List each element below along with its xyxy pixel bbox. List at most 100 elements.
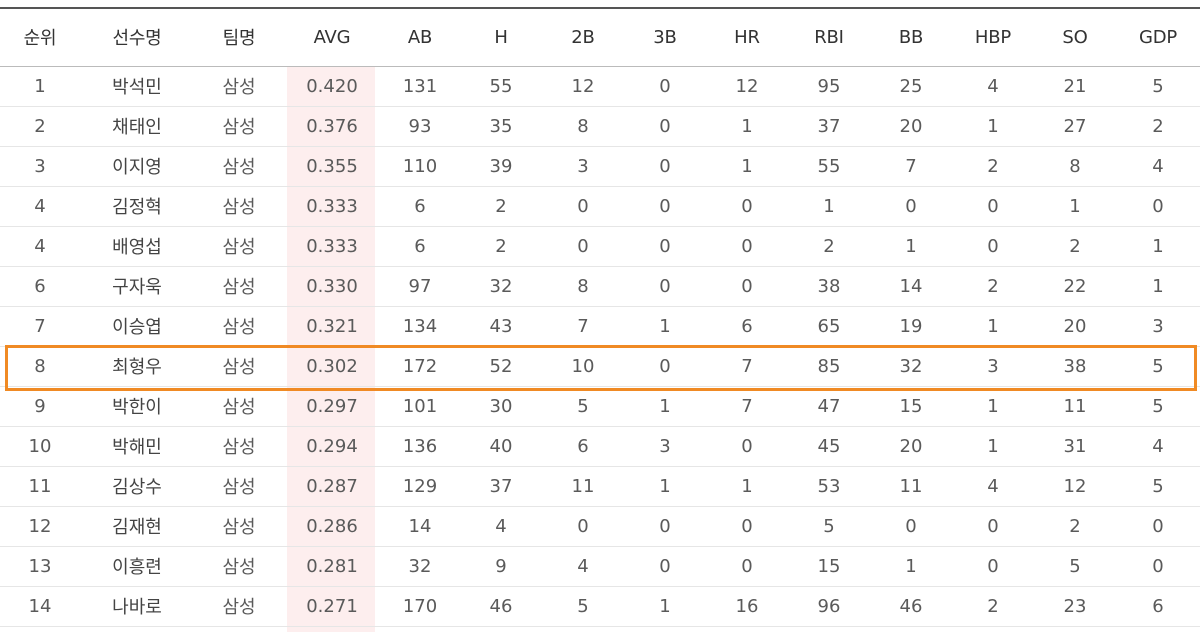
- cell-ab: 136: [380, 426, 460, 467]
- cell-player-name[interactable]: 이승엽: [80, 306, 194, 347]
- cell-h: 40: [460, 426, 542, 467]
- header-h[interactable]: H: [460, 7, 542, 67]
- header-player-name[interactable]: 선수명: [80, 7, 194, 67]
- header-gdp[interactable]: GDP: [1116, 7, 1200, 67]
- cell-player-name[interactable]: 김상수: [80, 466, 194, 507]
- cell-player-name[interactable]: 채태인: [80, 106, 194, 147]
- cell-2b: 0: [542, 226, 624, 267]
- cell-rbi: 55: [788, 146, 870, 187]
- cell-hbp: 1: [952, 426, 1034, 467]
- cell-ab: 32: [380, 546, 460, 587]
- header-so[interactable]: SO: [1034, 7, 1116, 67]
- cell-hr: 0: [706, 546, 788, 587]
- cell-hr: 0: [706, 186, 788, 227]
- table-row[interactable]: 4 김정혁 삼성 0.333 6 2 0 0 0 1 0 0 1 0: [0, 186, 1200, 227]
- cell-player-name[interactable]: 박해민: [80, 426, 194, 467]
- cell-player-name[interactable]: 김정혁: [80, 186, 194, 227]
- cell-team-name: 삼성: [194, 66, 284, 107]
- cell-rbi: 65: [788, 306, 870, 347]
- cell-so: 31: [1034, 426, 1116, 467]
- table-row[interactable]: 12 김재현 삼성 0.286 14 4 0 0 0 5 0 0 2 0: [0, 506, 1200, 547]
- cell-gdp: 6: [1116, 586, 1200, 627]
- cell-h: 2: [460, 226, 542, 267]
- cell-avg: 0.281: [284, 546, 380, 587]
- table-header: 순위 선수명 팀명 AVG AB H 2B 3B HR RBI BB HBP S…: [0, 7, 1200, 67]
- cell-hbp: 0: [952, 546, 1034, 587]
- cell-player-name[interactable]: 나바로: [80, 586, 194, 627]
- table-row[interactable]: 1 박석민 삼성 0.420 131 55 12 0 12 95 25 4 21 5: [0, 66, 1200, 107]
- cell-player-name[interactable]: 김재현: [80, 506, 194, 547]
- cell-hr: 1: [706, 106, 788, 147]
- cell-avg: 0.297: [284, 386, 380, 427]
- cell-player-name[interactable]: 구자욱: [80, 266, 194, 307]
- header-ab[interactable]: AB: [380, 7, 460, 67]
- table-row[interactable]: 14 나바로 삼성 0.271 170 46 5 1 16 96 46 2 23 6: [0, 586, 1200, 627]
- header-rbi[interactable]: RBI: [788, 7, 870, 67]
- cell-2b: 6: [542, 426, 624, 467]
- cell-bb: 0: [870, 506, 952, 547]
- cell-gdp: 5: [1116, 346, 1200, 387]
- cell-gdp: 0: [1116, 186, 1200, 227]
- header-3b[interactable]: 3B: [624, 7, 706, 67]
- cell-player-name[interactable]: 최형우: [80, 346, 194, 387]
- cell-gdp: 0: [1116, 546, 1200, 587]
- cell-2b: 7: [542, 306, 624, 347]
- cell-h: 52: [460, 346, 542, 387]
- header-avg[interactable]: AVG: [284, 7, 380, 67]
- cell-2b: 0: [542, 186, 624, 227]
- table-row-highlighted[interactable]: 8 최형우 삼성 0.302 172 52 10 0 7 85 32 3 38 5: [0, 346, 1200, 387]
- cell-player-name[interactable]: 박한이: [80, 386, 194, 427]
- cell-rank: 8: [0, 346, 80, 387]
- header-hbp[interactable]: HBP: [952, 7, 1034, 67]
- cell-3b: 0: [624, 186, 706, 227]
- cell-rank: 1: [0, 66, 80, 107]
- table-row[interactable]: 13 이흥련 삼성 0.281 32 9 4 0 0 15 1 0 5 0: [0, 546, 1200, 587]
- table-row[interactable]: 3 이지영 삼성 0.355 110 39 3 0 1 55 7 2 8 4: [0, 146, 1200, 187]
- cell-rank: 2: [0, 106, 80, 147]
- cell-hbp: 0: [952, 226, 1034, 267]
- cell-so: 2: [1034, 226, 1116, 267]
- header-rank[interactable]: 순위: [0, 7, 80, 67]
- cell-hr: 0: [706, 506, 788, 547]
- cell-hbp: 0: [952, 506, 1034, 547]
- cell-2b: 0: [542, 506, 624, 547]
- cell-so: 2: [1034, 506, 1116, 547]
- cell-avg: 0.355: [284, 146, 380, 187]
- cell-ab: 93: [380, 106, 460, 147]
- cell-rbi: 1: [788, 186, 870, 227]
- cell-h: 9: [460, 546, 542, 587]
- table-row[interactable]: 10 박해민 삼성 0.294 136 40 6 3 0 45 20 1 31 4: [0, 426, 1200, 467]
- cell-rbi: 38: [788, 266, 870, 307]
- cell-2b: 11: [542, 466, 624, 507]
- table-row[interactable]: 6 구자욱 삼성 0.330 97 32 8 0 0 38 14 2 22 1: [0, 266, 1200, 307]
- header-hr[interactable]: HR: [706, 7, 788, 67]
- cell-gdp: 2: [1116, 106, 1200, 147]
- cell-player-name[interactable]: 박석민: [80, 66, 194, 107]
- table-row[interactable]: 11 김상수 삼성 0.287 129 37 11 1 1 53 11 4 12 5: [0, 466, 1200, 507]
- cell-3b: 0: [624, 106, 706, 147]
- cell-rank: 9: [0, 386, 80, 427]
- cell-team-name: 삼성: [194, 426, 284, 467]
- cell-hbp: 2: [952, 266, 1034, 307]
- table-row[interactable]: 2 채태인 삼성 0.376 93 35 8 0 1 37 20 1 27 2: [0, 106, 1200, 147]
- cell-h: 37: [460, 466, 542, 507]
- cell-so: 22: [1034, 266, 1116, 307]
- cell-h: 39: [460, 146, 542, 187]
- cell-player-name[interactable]: 이흥련: [80, 546, 194, 587]
- table-row[interactable]: 4 배영섭 삼성 0.333 6 2 0 0 0 2 1 0 2 1: [0, 226, 1200, 267]
- cell-team-name: 삼성: [194, 106, 284, 147]
- cell-rbi: 85: [788, 346, 870, 387]
- header-2b[interactable]: 2B: [542, 7, 624, 67]
- header-team-name[interactable]: 팀명: [194, 7, 284, 67]
- cell-hbp: 1: [952, 106, 1034, 147]
- cell-player-name[interactable]: 배영섭: [80, 226, 194, 267]
- cell-player-name[interactable]: 이지영: [80, 146, 194, 187]
- cell-ab: 170: [380, 586, 460, 627]
- cell-3b: 0: [624, 346, 706, 387]
- table-row[interactable]: 9 박한이 삼성 0.297 101 30 5 1 7 47 15 1 11 5: [0, 386, 1200, 427]
- cell-so: 1: [1034, 186, 1116, 227]
- table-row[interactable]: 7 이승엽 삼성 0.321 134 43 7 1 6 65 19 1 20 3: [0, 306, 1200, 347]
- header-bb[interactable]: BB: [870, 7, 952, 67]
- cell-bb: 11: [870, 466, 952, 507]
- cell-bb: 19: [870, 306, 952, 347]
